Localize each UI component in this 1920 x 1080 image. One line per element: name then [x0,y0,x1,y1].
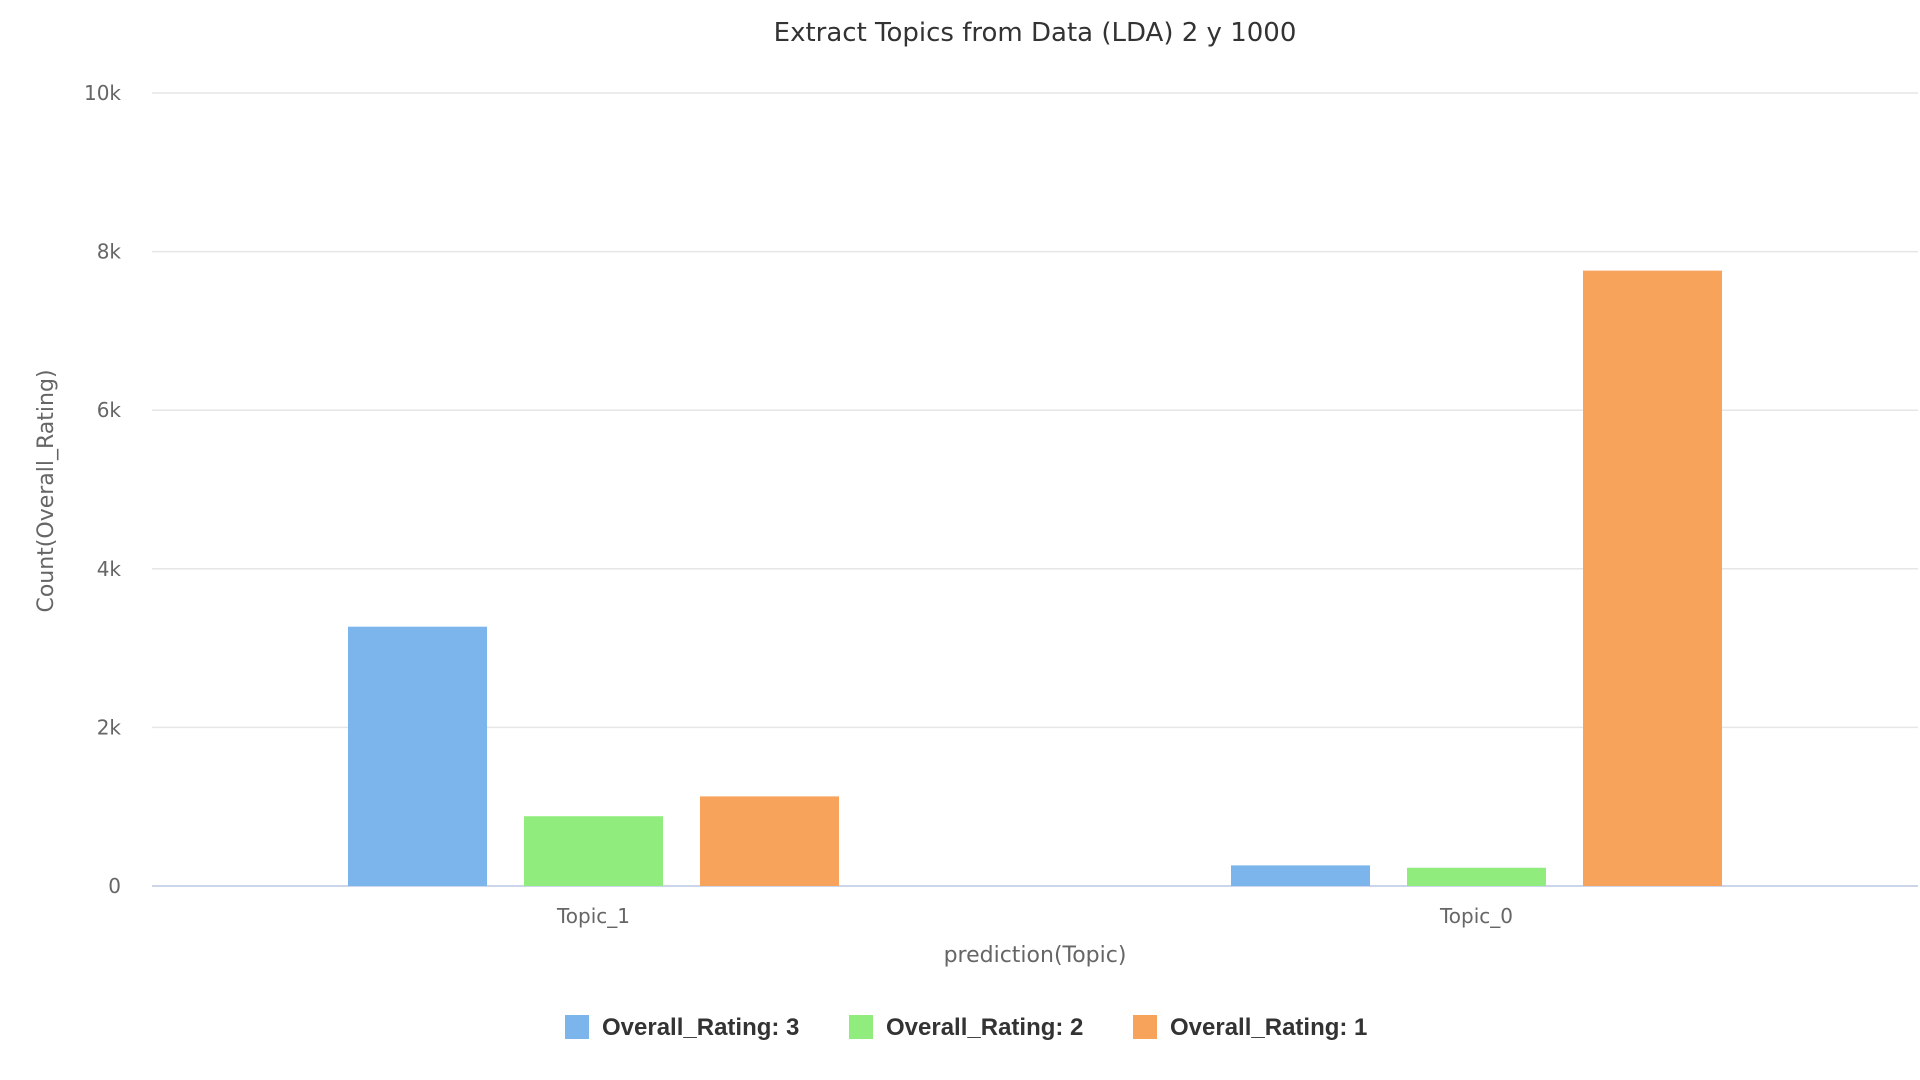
bar-topic-0-series-2[interactable] [1583,270,1722,887]
y-tick-label: 10k [84,81,121,105]
chart-title: Extract Topics from Data (LDA) 2 y 1000 [774,18,1297,48]
bars [348,270,1722,887]
y-tick-label: 4k [97,557,122,581]
y-tick-label: 2k [97,715,122,739]
y-tick-label: 0 [108,874,121,898]
legend-swatch [849,1015,873,1039]
bar-topic-1-series-1[interactable] [524,816,663,886]
legend: Overall_Rating: 3 Overall_Rating: 2 Overal… [565,1014,1367,1041]
legend-swatch [565,1015,589,1039]
legend-item[interactable]: Overall_Rating: 3 [565,1014,799,1041]
legend-swatch [1133,1015,1157,1039]
bar-topic-0-series-1[interactable] [1407,867,1546,886]
legend-item[interactable]: Overall_Rating: 2 [849,1014,1083,1041]
x-axis-ticks: Topic_1 Topic_0 [556,904,1513,928]
bar-topic-1-series-2[interactable] [700,796,839,886]
legend-item[interactable]: Overall_Rating: 1 [1133,1014,1367,1041]
bar-topic-0-series-0[interactable] [1231,865,1370,886]
y-tick-label: 6k [97,398,122,422]
legend-label: Overall_Rating: 2 [886,1014,1083,1041]
y-tick-label: 8k [97,240,122,264]
legend-label: Overall_Rating: 3 [602,1014,799,1041]
y-axis-title: Count(Overall_Rating) [34,369,59,612]
y-axis-ticks: 0 2k 4k 6k 8k 10k [84,81,121,898]
x-axis-title: prediction(Topic) [944,943,1127,968]
bar-topic-1-series-0[interactable] [348,626,487,886]
x-tick-label: Topic_0 [1439,904,1513,928]
x-tick-label: Topic_1 [556,904,630,928]
legend-label: Overall_Rating: 1 [1170,1014,1367,1041]
